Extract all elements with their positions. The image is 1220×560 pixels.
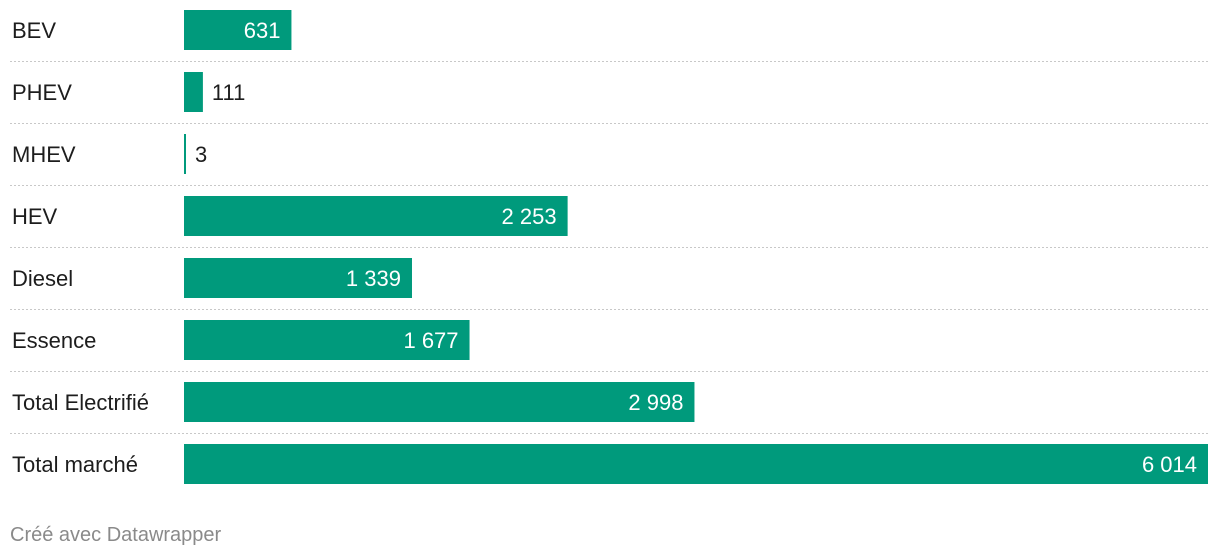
bar[interactable] xyxy=(184,444,1208,484)
category-label: Diesel xyxy=(12,266,73,291)
category-label: HEV xyxy=(12,204,58,229)
value-label: 1 677 xyxy=(403,328,458,353)
bar[interactable] xyxy=(184,10,292,50)
value-label: 2 253 xyxy=(502,204,557,229)
bar[interactable] xyxy=(184,134,186,174)
category-label: Essence xyxy=(12,328,96,353)
value-label: 3 xyxy=(195,142,207,167)
category-label: BEV xyxy=(12,18,56,43)
category-label: Total Electrifié xyxy=(12,390,149,415)
bar-chart: BEV 631 PHEV 111 MHEV 3 HEV 2 253 Diesel 1 339 Ess… xyxy=(10,10,1208,484)
value-label: 1 339 xyxy=(346,266,401,291)
value-label: 111 xyxy=(212,80,245,105)
bar[interactable] xyxy=(184,382,695,422)
value-label: 6 014 xyxy=(1142,452,1197,477)
bar[interactable] xyxy=(184,320,470,360)
bar[interactable] xyxy=(184,258,412,298)
bar[interactable] xyxy=(184,196,568,236)
category-label: PHEV xyxy=(12,80,72,105)
category-label: MHEV xyxy=(12,142,76,167)
value-label: 631 xyxy=(244,18,281,43)
footer-credit[interactable]: Créé avec Datawrapper xyxy=(10,524,222,546)
bar[interactable] xyxy=(184,72,203,112)
category-label: Total marché xyxy=(12,452,138,477)
value-label: 2 998 xyxy=(628,390,683,415)
